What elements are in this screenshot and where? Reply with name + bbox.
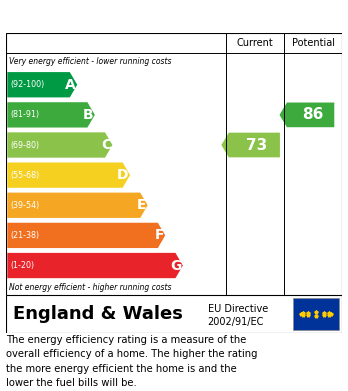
Text: 73: 73 xyxy=(246,138,268,152)
Polygon shape xyxy=(7,102,95,127)
Text: EU Directive: EU Directive xyxy=(208,305,268,314)
Text: E: E xyxy=(137,198,146,212)
Text: (39-54): (39-54) xyxy=(11,201,40,210)
Text: (21-38): (21-38) xyxy=(11,231,40,240)
Text: D: D xyxy=(117,168,129,182)
Polygon shape xyxy=(7,132,112,158)
Text: (1-20): (1-20) xyxy=(11,261,35,270)
Text: C: C xyxy=(101,138,111,152)
Text: Energy Efficiency Rating: Energy Efficiency Rating xyxy=(9,7,238,25)
Bar xyxy=(293,298,339,330)
Text: England & Wales: England & Wales xyxy=(13,305,183,323)
Text: (69-80): (69-80) xyxy=(11,140,40,149)
Polygon shape xyxy=(7,193,148,218)
Text: F: F xyxy=(155,228,164,242)
Text: Current: Current xyxy=(237,38,274,48)
Text: G: G xyxy=(170,258,182,273)
Text: 86: 86 xyxy=(303,108,324,122)
Text: (55-68): (55-68) xyxy=(11,170,40,179)
Text: Very energy efficient - lower running costs: Very energy efficient - lower running co… xyxy=(9,57,172,66)
Text: B: B xyxy=(83,108,94,122)
Polygon shape xyxy=(7,223,165,248)
Text: (92-100): (92-100) xyxy=(11,80,45,89)
Polygon shape xyxy=(221,133,280,157)
Polygon shape xyxy=(279,102,334,127)
Text: 2002/91/EC: 2002/91/EC xyxy=(208,317,264,327)
Polygon shape xyxy=(7,163,130,188)
Text: A: A xyxy=(65,78,76,92)
Polygon shape xyxy=(7,253,183,278)
Text: Potential: Potential xyxy=(292,38,335,48)
Text: (81-91): (81-91) xyxy=(11,110,40,119)
Polygon shape xyxy=(7,72,77,97)
Text: Not energy efficient - higher running costs: Not energy efficient - higher running co… xyxy=(9,283,172,292)
Text: The energy efficiency rating is a measure of the
overall efficiency of a home. T: The energy efficiency rating is a measur… xyxy=(6,335,258,388)
